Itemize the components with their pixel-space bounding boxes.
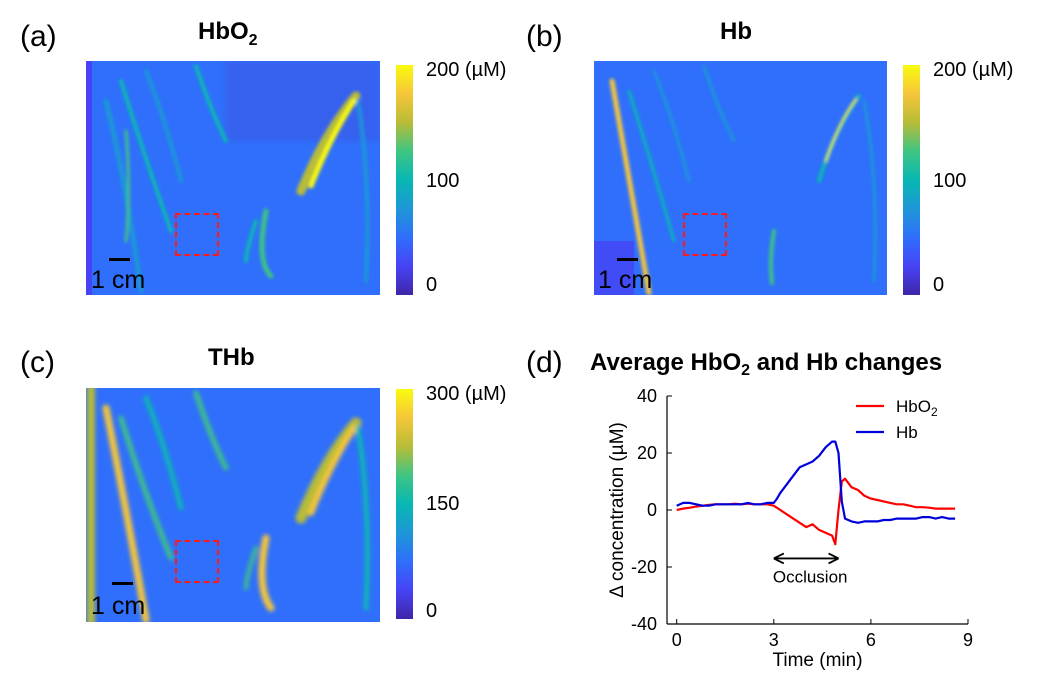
scalebar-label: 1 cm xyxy=(91,592,146,620)
chart-layer: Average HbO2 and Hb changes 40 20 0 -20 -40 0 3… xyxy=(590,349,973,671)
scalebar-line xyxy=(617,258,638,261)
colorbar-max-label: 300 (µM) xyxy=(426,383,507,405)
panel-c-label: (c) xyxy=(20,346,55,379)
roi-box xyxy=(683,213,727,256)
hb-map-image xyxy=(594,61,887,295)
hb-map-svg xyxy=(594,61,887,295)
panel-b-label: (b) xyxy=(526,20,563,53)
thb-map-svg xyxy=(86,388,380,622)
legend-label-hb: Hb xyxy=(896,423,918,442)
y-tick-label: 40 xyxy=(637,386,657,406)
x-tick-label: 9 xyxy=(963,630,973,650)
occlusion-arrow-left-head xyxy=(773,552,785,565)
roi-box xyxy=(175,213,219,256)
panel-a-title-main: HbO xyxy=(198,18,249,45)
thb-vessels xyxy=(87,388,370,622)
panel-a-title-sub: 2 xyxy=(248,31,258,49)
scalebar-line xyxy=(109,258,130,261)
y-tick-label: -40 xyxy=(631,614,657,634)
panel-a-label: (a) xyxy=(20,20,57,53)
panel-b-title: Hb xyxy=(720,18,752,45)
x-tick-label: 3 xyxy=(769,630,779,650)
colorbar-min-label: 0 xyxy=(426,600,438,622)
hb-vessels xyxy=(609,64,877,295)
x-tick-label: 0 xyxy=(672,630,682,650)
chart-title: Average HbO2 and Hb changes xyxy=(590,349,942,379)
x-axis-label: Time (min) xyxy=(772,650,862,671)
series-line-hb xyxy=(676,440,956,524)
y-tick-label: 20 xyxy=(637,443,657,463)
colorbar-mid-label: 100 xyxy=(933,170,967,192)
hbo2-vessels xyxy=(103,64,370,294)
y-tick-label: -20 xyxy=(631,557,657,577)
colorbar xyxy=(903,65,920,295)
scalebar-label: 1 cm xyxy=(91,266,146,294)
occlusion-arrow-right-head xyxy=(828,552,839,565)
roi-box xyxy=(175,540,219,583)
scalebar-label: 1 cm xyxy=(598,266,653,294)
legend-label-hbo2: HbO2 xyxy=(896,397,938,419)
map-background xyxy=(86,388,380,622)
hbo2-map-svg xyxy=(86,61,380,295)
y-tick-label: 0 xyxy=(647,500,657,520)
colorbar-max-label: 200 (µM) xyxy=(426,59,507,81)
series-line-hbo2 xyxy=(676,477,956,546)
panel-c-title: THb xyxy=(208,344,255,371)
colorbar-max-label: 200 (µM) xyxy=(933,59,1014,81)
scalebar-line xyxy=(112,582,133,585)
hbo2-map-image xyxy=(86,61,380,295)
map-edge xyxy=(86,61,92,295)
colorbar-min-label: 0 xyxy=(426,274,438,296)
panel-d-label: (d) xyxy=(526,346,563,379)
panel-a-title: HbO2 xyxy=(198,20,258,49)
thb-map-image xyxy=(86,388,380,622)
map-shading xyxy=(594,241,634,295)
y-axis-label: Δ concentration (µM) xyxy=(607,422,628,598)
colorbar xyxy=(396,389,413,619)
colorbar xyxy=(396,65,413,295)
line-chart: Average HbO2 and Hb changes 40 20 0 -20 -40 0 3… xyxy=(590,349,973,671)
colorbar-mid-label: 100 xyxy=(426,170,460,192)
colorbar-mid-label: 150 xyxy=(426,493,460,515)
occlusion-label: Occlusion xyxy=(773,567,848,586)
colorbar-min-label: 0 xyxy=(933,274,945,296)
x-tick-label: 6 xyxy=(866,630,876,650)
